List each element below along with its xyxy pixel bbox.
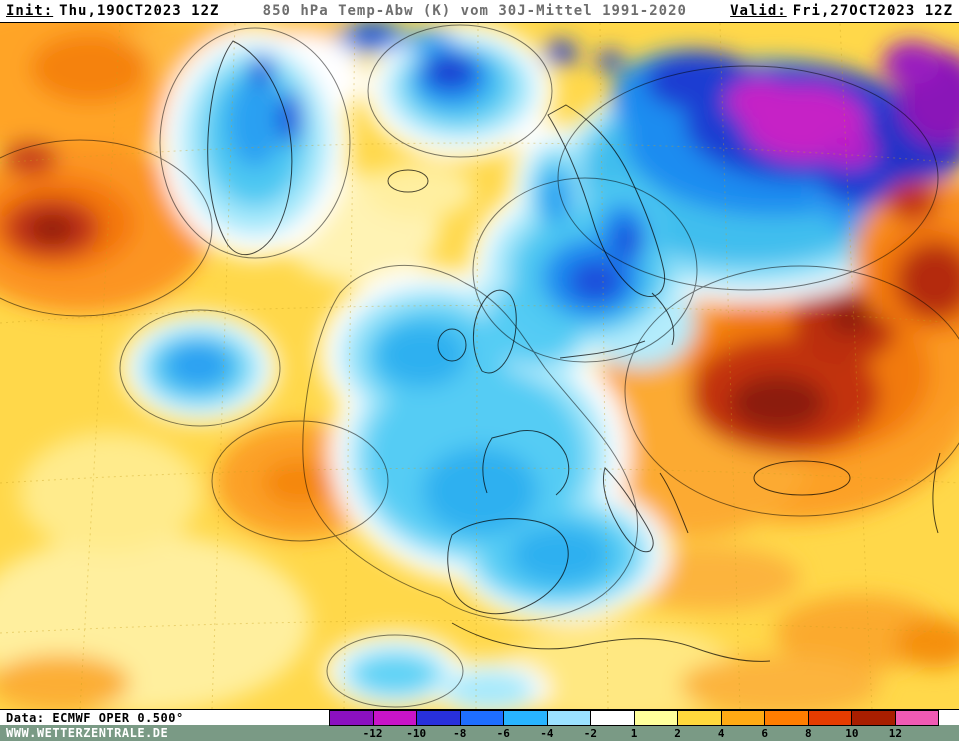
website-text: WWW.WETTERZENTRALE.DE	[6, 726, 169, 740]
coastlines	[207, 40, 941, 662]
legend-cell	[721, 711, 765, 725]
legend-tick-label: -4	[540, 727, 554, 740]
legend-cell	[373, 711, 417, 725]
legend-cell	[678, 711, 722, 725]
legend-tick-label: 6	[761, 727, 769, 740]
legend-tick-label: -10	[406, 727, 427, 740]
graticule-lines	[0, 23, 959, 709]
legend-cell	[634, 711, 678, 725]
footer: Data: ECMWF OPER 0.500° WWW.WETTERZENTRA…	[0, 710, 959, 741]
website-banner: WWW.WETTERZENTRALE.DE	[0, 725, 959, 741]
valid-value: Fri,27OCT2023 12Z	[792, 3, 953, 19]
legend-cell	[504, 711, 548, 725]
anomaly-map-canvas	[0, 23, 959, 709]
legend-cell	[895, 711, 938, 725]
valid-label: Valid:	[730, 3, 787, 19]
legend-cell	[417, 711, 461, 725]
init-label: Init:	[6, 3, 54, 19]
legend-tick-label: -12	[362, 727, 383, 740]
legend-tick-label: 4	[717, 727, 725, 740]
legend-tick-label: 2	[674, 727, 681, 740]
init-group: Init: Thu,19OCT2023 12Z	[6, 3, 219, 19]
legend-tick-label: 12	[888, 727, 903, 740]
header: Init: Thu,19OCT2023 12Z 850 hPa Temp-Abw…	[0, 0, 959, 22]
contour-lines	[0, 24, 959, 708]
init-value: Thu,19OCT2023 12Z	[59, 3, 220, 19]
legend-tick-label: 1	[630, 727, 638, 740]
valid-group: Valid: Fri,27OCT2023 12Z	[730, 3, 953, 19]
legend-cell	[852, 711, 896, 725]
legend-tick-label: -6	[496, 727, 510, 740]
legend-cell	[460, 711, 504, 725]
legend-cells	[329, 710, 939, 726]
legend-tick-label: -2	[583, 727, 598, 740]
anomaly-field	[0, 23, 959, 709]
data-source-text: Data: ECMWF OPER 0.500°	[6, 710, 184, 725]
legend-tick-label: 10	[845, 727, 859, 740]
legend-cell	[765, 711, 809, 725]
legend-cell	[330, 711, 374, 725]
legend-cell	[808, 711, 852, 725]
legend-tick-label: -8	[453, 727, 467, 740]
legend-cell	[591, 711, 635, 725]
legend-tick-label: 8	[804, 727, 812, 740]
map-title: 850 hPa Temp-Abw (K) vom 30J-Mittel 1991…	[262, 3, 687, 19]
legend-ticks: -12 -10 -8 -6 -4 -2 1 2 4 6 8 10 12	[329, 726, 939, 741]
anomaly-map	[0, 22, 959, 710]
legend-cell	[547, 711, 591, 725]
color-legend: -12 -10 -8 -6 -4 -2 1 2 4 6 8 10 12	[329, 710, 939, 741]
